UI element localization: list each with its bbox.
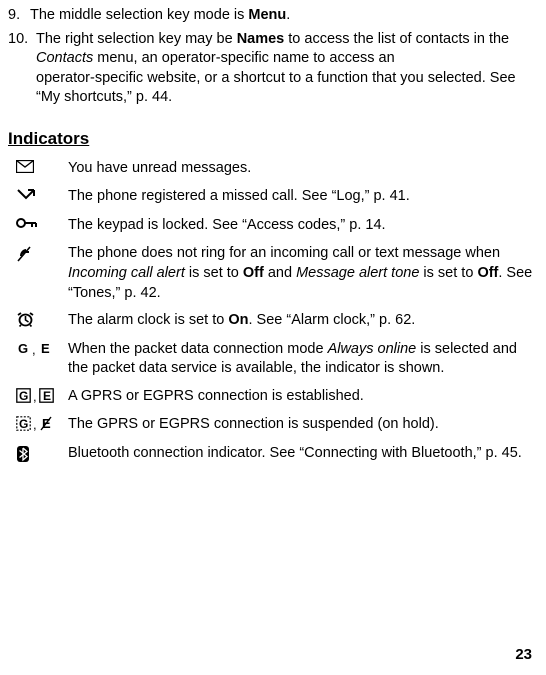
svg-text:G: G xyxy=(18,341,28,356)
g-dashed-icon: G xyxy=(16,416,31,431)
indicator-text: A GPRS or EGPRS connection is establishe… xyxy=(68,387,538,407)
separator: , xyxy=(31,389,39,404)
svg-text:G: G xyxy=(19,417,28,431)
indicator-text: The keypad is locked. See “Access codes,… xyxy=(68,216,538,236)
list-number-10: 10. xyxy=(8,30,30,108)
indicator-text: The GPRS or EGPRS connection is suspende… xyxy=(68,415,538,435)
svg-text:E: E xyxy=(43,389,51,403)
text: is set to xyxy=(419,265,477,281)
page-number: 23 xyxy=(515,645,532,665)
svg-text:E: E xyxy=(41,341,50,356)
text-italic: Contacts xyxy=(36,50,93,66)
bluetooth-icon xyxy=(16,445,30,463)
text-bold: Menu xyxy=(248,7,286,23)
e-box-icon: E xyxy=(39,388,54,403)
silent-icon xyxy=(16,245,34,263)
text: The phone does not ring for an incoming … xyxy=(68,245,500,261)
svg-text:G: G xyxy=(19,389,28,403)
text: menu, an operator-specific name to acces… xyxy=(93,50,394,66)
text-italic: Incoming call alert xyxy=(68,265,185,281)
text-bold: Off xyxy=(477,265,498,281)
text: The alarm clock is set to xyxy=(68,312,228,328)
text-italic: Always online xyxy=(328,341,417,357)
alarm-icon xyxy=(16,312,35,327)
text: The middle selection key mode is xyxy=(30,7,248,23)
text: . xyxy=(286,7,290,23)
text: The right selection key may be xyxy=(36,31,237,47)
text-italic: Message alert tone xyxy=(296,265,419,281)
separator: , xyxy=(31,417,39,432)
separator: , xyxy=(30,342,38,357)
section-title-indicators: Indicators xyxy=(8,128,538,151)
g-box-icon: G xyxy=(16,388,31,403)
e-strike-icon: E xyxy=(39,416,54,431)
text-bold: Off xyxy=(243,265,264,281)
envelope-icon xyxy=(16,160,34,173)
indicator-text: You have unread messages. xyxy=(68,159,538,179)
text: to access the list of contacts in the xyxy=(284,31,509,47)
text-bold: Names xyxy=(237,31,285,47)
indicator-text: The phone registered a missed call. See … xyxy=(68,187,538,207)
indicator-text: Bluetooth connection indicator. See “Con… xyxy=(68,444,538,464)
text: operator-specific website, or a shortcut… xyxy=(36,70,516,106)
text-bold: On xyxy=(228,312,248,328)
text: is set to xyxy=(185,265,243,281)
key-lock-icon xyxy=(16,217,38,229)
text: . See “Alarm clock,” p. 62. xyxy=(249,312,416,328)
text: When the packet data connection mode xyxy=(68,341,328,357)
g-letter-icon: G xyxy=(16,341,30,356)
e-letter-icon: E xyxy=(38,341,52,356)
list-number-9: 9. xyxy=(8,6,30,26)
text: and xyxy=(264,265,296,281)
missed-call-icon xyxy=(16,188,36,202)
